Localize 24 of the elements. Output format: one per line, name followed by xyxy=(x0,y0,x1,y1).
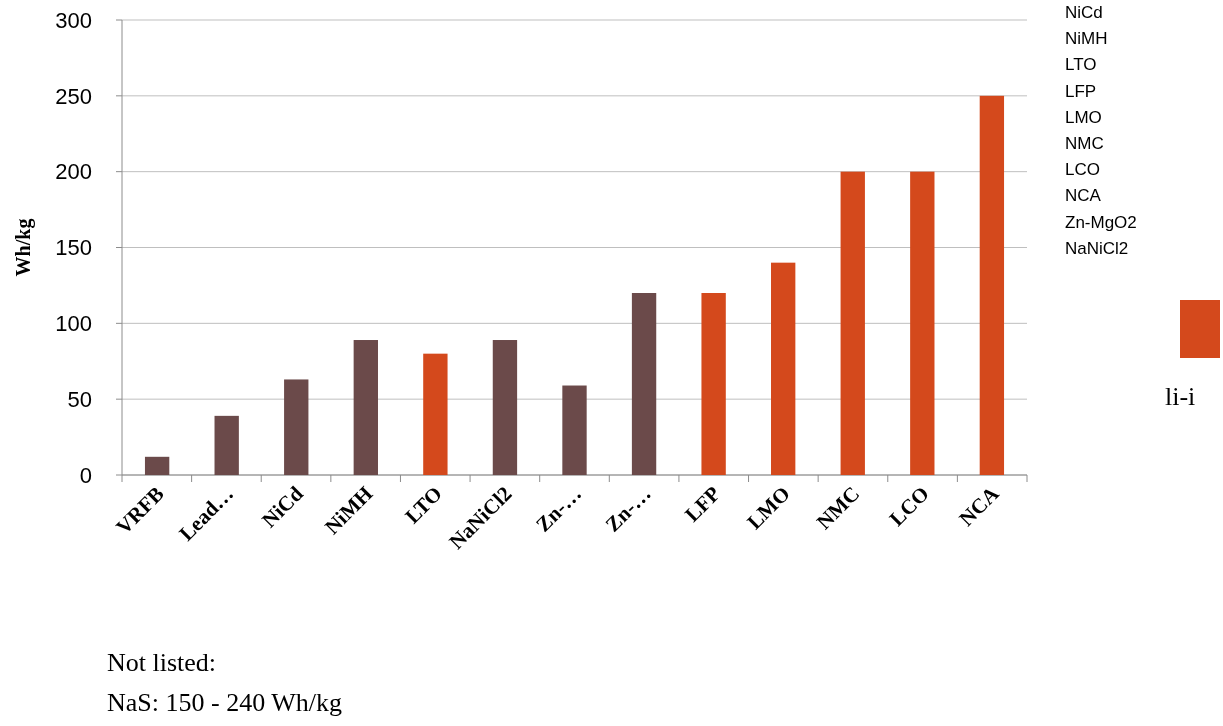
y-tick-label: 250 xyxy=(55,83,92,109)
y-tick-label: 0 xyxy=(79,462,92,488)
bar xyxy=(214,415,239,475)
y-axis-title: Wh/kg xyxy=(12,218,35,277)
text: Not listed: NaS: 150 - 240 Wh/kg xyxy=(107,648,342,717)
bar xyxy=(492,340,518,475)
y-tick-label: 150 xyxy=(55,235,92,261)
y-tick-label: 200 xyxy=(55,159,92,185)
bar xyxy=(423,353,448,475)
text: NiCd NiMH LTO LFP LMO NMC LCO NCA Zn-MgO2 NaNiCl2 xyxy=(1065,3,1137,258)
bar xyxy=(840,171,865,475)
bar xyxy=(562,385,587,475)
bar xyxy=(144,456,170,475)
bar xyxy=(771,262,796,475)
y-tick-label: 300 xyxy=(55,7,92,33)
bar xyxy=(631,293,657,475)
bar xyxy=(353,340,378,475)
bar xyxy=(979,95,1005,475)
bar xyxy=(284,379,309,475)
bar xyxy=(701,293,726,475)
bar xyxy=(910,171,935,475)
legend-label: li-i xyxy=(1165,382,1196,411)
y-tick-label: 100 xyxy=(55,311,92,337)
y-tick-label: 50 xyxy=(67,386,92,412)
